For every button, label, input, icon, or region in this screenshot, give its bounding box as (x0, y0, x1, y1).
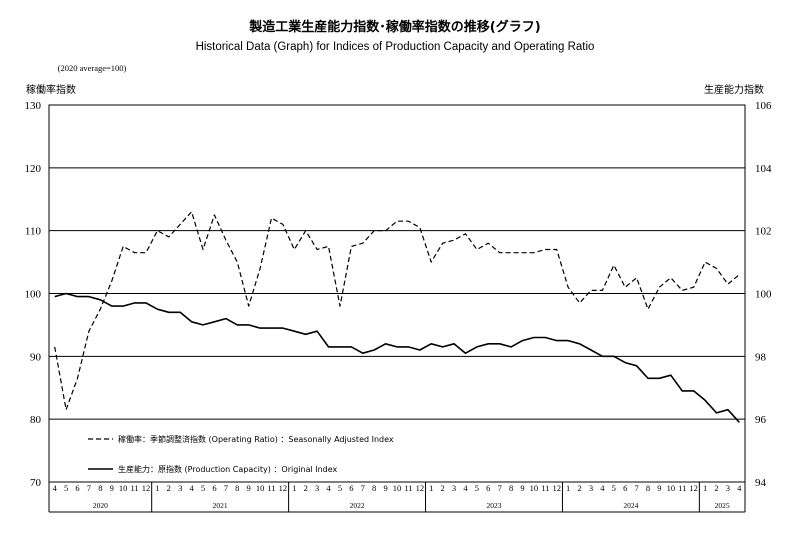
y-right-tick-label: 96 (755, 414, 767, 426)
y-right-tick-label: 104 (755, 163, 772, 175)
x-month-label: 7 (87, 483, 91, 493)
x-month-label: 3 (178, 483, 182, 493)
x-month-label: 11 (267, 483, 275, 493)
x-month-label: 5 (338, 483, 342, 493)
x-month-label: 11 (404, 483, 412, 493)
legend-operating-label: 稼働率：季節調整済指数 (Operating Ratio) ：Seasonall… (118, 434, 394, 444)
x-month-label: 4 (737, 483, 742, 493)
x-month-label: 9 (657, 483, 661, 493)
y-right-tick-label: 98 (755, 351, 767, 363)
x-month-label: 5 (64, 483, 68, 493)
x-axis: 4 5 6 7 8 9 10 11 12 1 2 3 4 5 6 7 8 9 10 11 12 1 2 3 4 5 6 7 8 9 10 11… (48, 482, 746, 513)
x-month-label: 6 (212, 483, 216, 493)
x-month-label: 5 (612, 483, 616, 493)
x-month-label: 8 (235, 483, 239, 493)
x-month-label: 4 (600, 483, 605, 493)
grid-layer (49, 167, 745, 420)
x-month-label: 9 (110, 483, 114, 493)
x-month-label: 9 (383, 483, 387, 493)
x-month-label: 9 (520, 483, 524, 493)
x-month-label: 3 (589, 483, 593, 493)
x-month-label: 8 (646, 483, 650, 493)
x-month-label: 8 (98, 483, 102, 493)
y-right-tick-label: 106 (755, 100, 772, 112)
y-left-tick-label: 100 (25, 289, 42, 301)
y-right-tick-label: 100 (755, 289, 772, 301)
x-month-label: 1 (566, 483, 570, 493)
x-month-label: 12 (142, 483, 151, 493)
x-month-label: 11 (130, 483, 138, 493)
x-month-label: 10 (667, 483, 676, 493)
series-operating-ratio-line (54, 211, 740, 411)
x-month-label: 8 (509, 483, 513, 493)
x-month-label: 2 (167, 483, 171, 493)
x-month-label: 4 (463, 483, 468, 493)
x-month-label: 10 (530, 483, 539, 493)
series-layer (54, 211, 740, 423)
legend-capacity-label: 生産能力：原指数 (Production Capacity) ：Original… (118, 464, 338, 474)
x-month-label: 12 (279, 483, 288, 493)
x-month-label: 12 (689, 483, 698, 493)
x-month-label: 3 (315, 483, 319, 493)
x-month-label: 4 (189, 483, 194, 493)
x-year-label: 2023 (486, 501, 501, 510)
left-axis: 70 80 90 100 110 120 130 (25, 100, 42, 489)
plot-frame (48, 104, 746, 483)
y-right-tick-label: 94 (755, 477, 767, 489)
x-month-label: 4 (326, 483, 331, 493)
y-left-tick-label: 130 (25, 100, 42, 112)
x-month-label: 12 (552, 483, 561, 493)
x-month-label: 1 (292, 483, 296, 493)
x-month-label: 1 (155, 483, 159, 493)
x-month-label: 5 (201, 483, 205, 493)
x-month-label: 4 (53, 483, 58, 493)
x-month-label: 10 (119, 483, 128, 493)
series-production-capacity-line (54, 292, 740, 423)
x-month-label: 5 (475, 483, 479, 493)
x-year-label: 2022 (350, 501, 365, 510)
x-month-label: 7 (634, 483, 638, 493)
x-year-label: 2025 (715, 501, 730, 510)
y-left-tick-label: 90 (30, 351, 42, 363)
x-month-label: 1 (429, 483, 433, 493)
x-month-label: 10 (393, 483, 402, 493)
right-axis: 94 96 98 100 102 104 106 (755, 100, 772, 489)
chart-title: 製造工業生産能力指数･稼働率指数の推移(グラフ) (248, 19, 540, 35)
y-left-tick-label: 70 (30, 477, 42, 489)
x-month-label: 9 (247, 483, 251, 493)
x-month-label: 6 (623, 483, 627, 493)
x-month-label: 2 (304, 483, 308, 493)
x-month-label: 6 (349, 483, 353, 493)
x-month-label: 6 (486, 483, 490, 493)
x-month-label: 6 (75, 483, 79, 493)
x-month-label: 2 (577, 483, 581, 493)
x-month-label: 7 (224, 483, 228, 493)
x-month-label: 2 (714, 483, 718, 493)
x-month-label: 7 (361, 483, 365, 493)
x-month-label: 11 (541, 483, 549, 493)
x-month-label: 3 (726, 483, 730, 493)
y-left-tick-label: 110 (25, 226, 42, 238)
x-year-label: 2021 (213, 501, 228, 510)
x-month-label: 2 (441, 483, 445, 493)
x-month-label: 1 (703, 483, 707, 493)
y-left-label: 稼働率指数 (26, 83, 76, 96)
x-month-label: 10 (256, 483, 265, 493)
x-month-label: 3 (452, 483, 456, 493)
x-month-label: 8 (372, 483, 376, 493)
legend: 稼働率：季節調整済指数 (Operating Ratio) ：Seasonall… (88, 434, 394, 474)
base-note: (2020 average=100) (58, 63, 127, 73)
x-month-label: 11 (678, 483, 686, 493)
y-left-tick-label: 80 (30, 414, 42, 426)
chart-subtitle: Historical Data (Graph) for Indices of P… (196, 41, 595, 53)
y-left-tick-label: 120 (25, 163, 42, 175)
x-month-label: 12 (416, 483, 425, 493)
y-right-tick-label: 102 (755, 226, 772, 238)
x-year-label: 2020 (93, 501, 108, 510)
x-year-label: 2024 (623, 501, 638, 510)
y-right-label: 生産能力指数 (704, 83, 764, 96)
x-month-label: 7 (498, 483, 502, 493)
